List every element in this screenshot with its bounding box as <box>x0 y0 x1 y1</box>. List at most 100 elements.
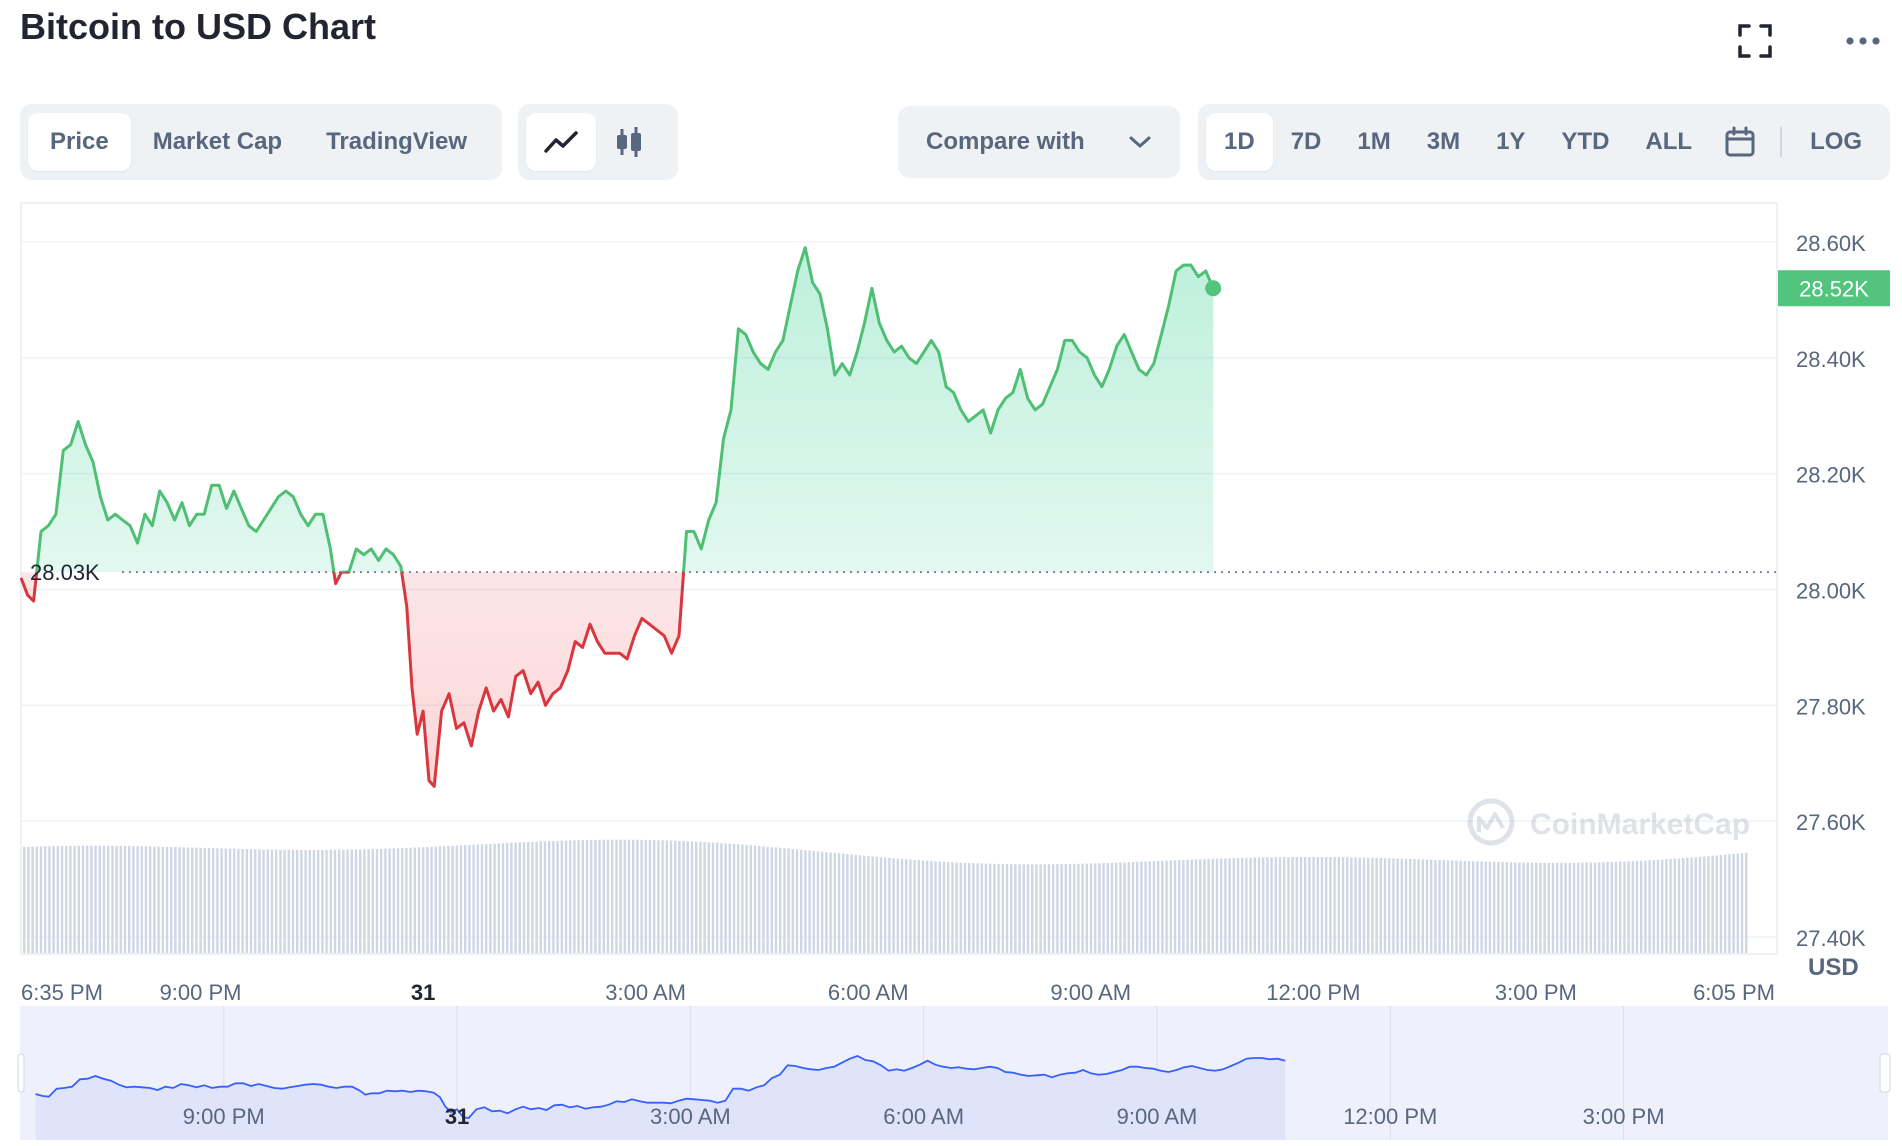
volume-bar <box>976 863 979 953</box>
range-ytd[interactable]: YTD <box>1561 128 1610 155</box>
volume-bar <box>1677 858 1681 953</box>
volume-bar <box>1295 856 1298 953</box>
range-1m[interactable]: 1M <box>1357 128 1391 155</box>
volume-bar <box>863 855 866 953</box>
volume-bar <box>1354 857 1357 953</box>
navigator-area <box>35 1056 1286 1140</box>
range-1d[interactable]: 1D <box>1206 113 1273 171</box>
volume-bar <box>367 849 370 953</box>
volume-bar <box>165 846 169 953</box>
volume-bar <box>1031 864 1034 953</box>
log-scale-toggle[interactable]: LOG <box>1810 128 1863 155</box>
volume-bar <box>569 840 572 953</box>
volume-bar <box>1379 858 1382 953</box>
volume-bar <box>300 849 303 953</box>
volume-bar <box>338 849 341 953</box>
volume-bar <box>102 845 106 953</box>
volume-bar <box>1635 860 1639 953</box>
range-all[interactable]: ALL <box>1645 128 1693 155</box>
volume-bar <box>363 849 366 953</box>
volume-bar <box>1220 858 1223 953</box>
volume-bar <box>1312 856 1315 953</box>
volume-bar <box>1026 864 1030 953</box>
volume-bar <box>1644 860 1647 953</box>
volume-bar <box>270 849 274 953</box>
range-1y[interactable]: 1Y <box>1496 128 1526 155</box>
range-7d[interactable]: 7D <box>1290 128 1322 155</box>
volume-bar <box>384 848 387 953</box>
volume-bar <box>489 843 492 953</box>
volume-bar <box>594 839 597 953</box>
chart-type-tabs: Price Market Cap TradingView <box>20 104 502 180</box>
volume-bar <box>262 849 265 953</box>
volume-bar <box>816 851 820 953</box>
navigator-handle-left[interactable] <box>17 1053 25 1093</box>
volume-bar <box>846 854 849 953</box>
volume-bar <box>31 846 34 953</box>
volume-bar <box>1606 862 1609 953</box>
volume-bar <box>430 846 433 953</box>
navigator-tick-label: 12:00 PM <box>1343 1104 1437 1129</box>
range-navigator[interactable]: 9:00 PM 31 3:00 AM 6:00 AM 9:00 AM 12:00 PM 3:… <box>0 1000 1902 1146</box>
volume-bar <box>1703 856 1706 953</box>
chart-frame <box>20 202 1778 955</box>
volume-bar <box>955 862 958 953</box>
tab-tradingview[interactable]: TradingView <box>326 128 468 155</box>
volume-bar <box>879 857 883 953</box>
x-tick-label: 6:35 PM <box>21 980 103 1005</box>
compare-with-dropdown[interactable]: Compare with <box>898 106 1180 178</box>
volume-bar <box>573 840 576 953</box>
volume-bar <box>98 845 101 953</box>
volume-bar <box>556 840 559 953</box>
volume-bar <box>438 846 442 953</box>
volume-bar <box>1010 864 1013 953</box>
volume-bar <box>947 862 950 953</box>
range-3m[interactable]: 3M <box>1426 128 1461 155</box>
volume-bar <box>724 843 727 953</box>
more-options-button[interactable] <box>1842 20 1884 62</box>
fullscreen-button[interactable] <box>1734 20 1776 62</box>
volume-bar <box>1686 857 1689 953</box>
volume-bar <box>359 849 362 953</box>
volume-bar <box>875 856 878 953</box>
volume-bar <box>1484 861 1487 953</box>
date-range-button[interactable] <box>1710 113 1770 171</box>
volume-bar <box>1241 857 1244 953</box>
navigator-handle-right[interactable] <box>1879 1053 1891 1093</box>
volume-bar <box>56 846 59 953</box>
volume-bar <box>980 863 983 953</box>
volume-bar <box>1165 860 1168 953</box>
volume-bar <box>506 843 509 953</box>
volume-bar <box>417 847 421 953</box>
volume-bar <box>111 845 114 953</box>
volume-bar <box>144 846 148 953</box>
volume-bar <box>1451 860 1454 953</box>
volume-bar <box>1711 855 1714 953</box>
volume-bar <box>1056 864 1059 953</box>
volume-bar <box>1215 858 1219 953</box>
volume-bar <box>149 846 152 953</box>
volume-bar <box>161 846 164 953</box>
volume-bar <box>1467 861 1471 953</box>
tab-price[interactable]: Price <box>28 113 131 171</box>
volume-bar <box>1732 853 1735 953</box>
volume-bar <box>312 849 316 953</box>
volume-bar <box>909 859 912 953</box>
volume-bar <box>1005 864 1009 953</box>
volume-bar <box>1682 858 1685 953</box>
price-area-down <box>21 572 1214 787</box>
volume-bar <box>199 847 202 953</box>
line-chart-button[interactable] <box>526 113 596 171</box>
volume-bar <box>1514 862 1517 953</box>
candlestick-button[interactable] <box>596 113 662 171</box>
volume-bar <box>279 849 282 953</box>
volume-bar <box>81 845 85 953</box>
tab-market-cap[interactable]: Market Cap <box>152 128 283 155</box>
volume-bar <box>1157 860 1160 953</box>
volume-bar <box>669 840 673 953</box>
volume-bar <box>485 844 488 953</box>
volume-bar <box>535 841 538 953</box>
volume-bar <box>653 840 656 953</box>
range-divider <box>1780 127 1783 157</box>
